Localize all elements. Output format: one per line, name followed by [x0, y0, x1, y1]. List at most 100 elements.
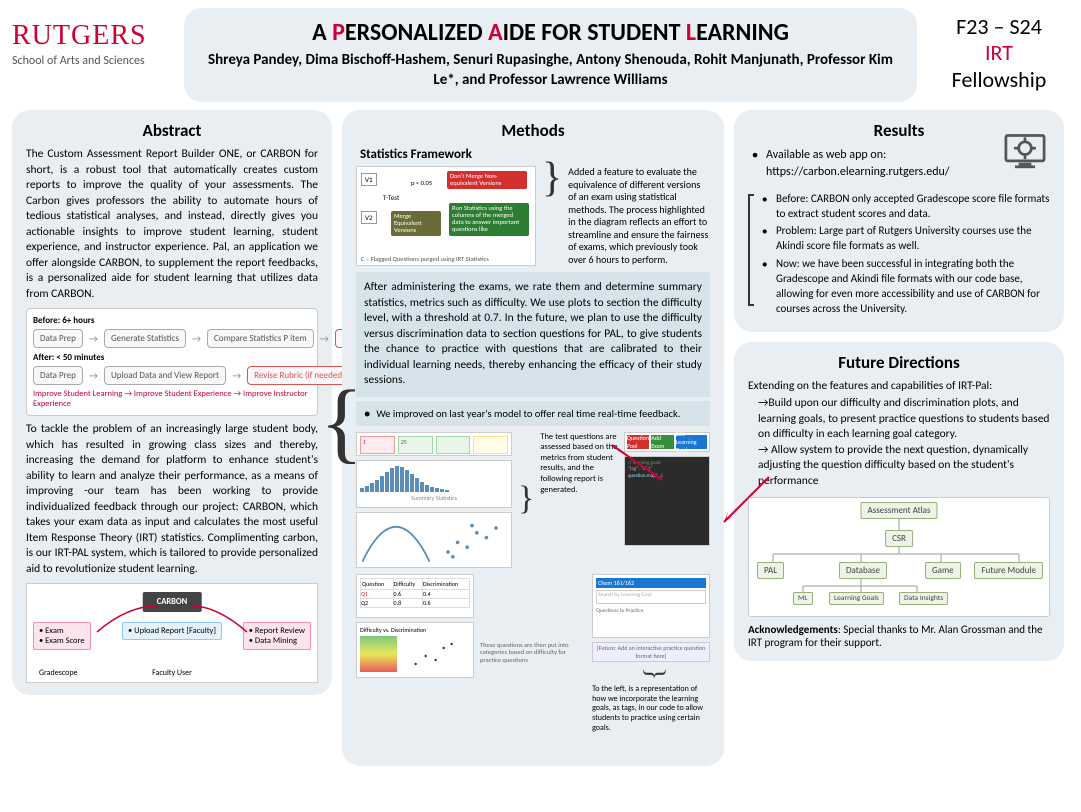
carbon-item: • Upload Report [Faculty]: [128, 626, 216, 636]
future-body: Extending on the features and capabiliti…: [748, 379, 1050, 490]
brace-icon: }: [647, 614, 663, 732]
acknowledgements: Acknowledgements: Special thanks to Mr. …: [748, 623, 1050, 649]
arrow-icon: →: [758, 443, 771, 457]
flow-box: Compare Statistics P item: [207, 329, 314, 348]
flow-box: Data Prep: [33, 329, 83, 348]
bottom-mid-note: These questions are then put into catego…: [480, 574, 586, 734]
stats-diagram: V1 V2 T-Test p < 0.05 Don't Merge Non-eq…: [356, 166, 536, 266]
flow-before: Data Prep→ Generate Statistics→ Compare …: [33, 329, 311, 348]
carbon-center: CARBON: [143, 592, 202, 612]
thumb-bottom-right: Chem 161/162 Search by Learning Goal Que…: [592, 574, 710, 734]
carbon-left: • Exam • Exam Score: [33, 622, 91, 650]
abstract-panel: Abstract The Custom Assessment Report Bu…: [12, 110, 332, 695]
arrow-icon: →: [758, 396, 768, 410]
avail-url[interactable]: https://carbon.elearning.rutgers.edu/: [766, 165, 950, 179]
stat-card: 1: [360, 436, 395, 454]
title-panel: A PERSONALIZED AIDE FOR STUDENT LEARNING…: [184, 8, 917, 102]
carbon-item: • Exam Score: [39, 636, 85, 646]
arch-lg: Learning Goals: [829, 592, 884, 605]
body-columns: Abstract The Custom Assessment Report Bu…: [0, 106, 1081, 774]
carbon-item: • Data Mining: [249, 636, 305, 646]
poster-title: A PERSONALIZED AIDE FOR STUDENT LEARNING: [204, 18, 897, 47]
improve-text: We improved on last year's model to offe…: [376, 407, 680, 420]
arch-game: Game: [925, 562, 961, 579]
editlg-button: Edit Learning Goals: [676, 435, 707, 449]
methods-body: After administering the exams, we rate t…: [356, 272, 710, 397]
title-red-a: A: [488, 18, 503, 47]
badge-fellowship: Fellowship: [929, 67, 1069, 93]
arch-csr: CSR: [885, 530, 913, 547]
stat-cards-thumb: 1 25: [356, 432, 512, 456]
results-panel: Results Available as web app on: https:/…: [734, 110, 1064, 332]
methods-top-row: V1 V2 T-Test p < 0.05 Don't Merge Non-eq…: [356, 166, 710, 266]
arch-top: Assessment Atlas: [860, 502, 937, 519]
v1-label: V1: [361, 173, 377, 186]
thumb-col-mid: The test questions are assessed based on…: [540, 432, 618, 568]
results-item: Now: we have been successful in integrat…: [762, 257, 1050, 316]
p-label: p < 0.05: [411, 179, 432, 187]
arch-di: Data Insights: [899, 592, 948, 605]
histogram-bars: [360, 464, 508, 492]
logo: RUTGERS School of Arts and Sciences: [12, 8, 172, 68]
title-red-p: P: [332, 18, 345, 47]
term-badge: F23 – S24 IRT Fellowship: [929, 8, 1069, 93]
stats-side-note: Added a feature to evaluate the equivale…: [568, 166, 710, 266]
methods-panel: Methods Statistics Framework V1 V2 T-Tes…: [342, 110, 724, 766]
future-panel: Future Directions Extending on the featu…: [734, 342, 1064, 662]
olive-box: Merge Equivalent Versions: [391, 211, 441, 236]
workflow-figure: Before: 6+ hours Data Prep→ Generate Sta…: [26, 308, 318, 416]
arrow-icon: →: [232, 369, 241, 382]
carbon-item: • Exam: [39, 626, 85, 636]
title-seg: IDE FOR STUDENT: [503, 18, 686, 47]
logo-subtitle: School of Arts and Sciences: [12, 54, 172, 68]
bracket-icon: [748, 194, 754, 306]
diagram-footer: C – Flagged Questions purged using IRT S…: [361, 255, 489, 263]
flow-box: Generate Statistics: [104, 329, 186, 348]
stat-card: [436, 436, 471, 454]
carbon-diagram: CARBON • Exam • Exam Score • Upload Repo…: [26, 583, 318, 683]
stat-card: 25: [398, 436, 433, 454]
carbon-right: • Report Review • Data Mining: [243, 622, 311, 650]
logo-text: RUTGERS: [12, 20, 172, 52]
arrow-icon: →: [320, 332, 329, 345]
arch-fm: Future Module: [974, 562, 1043, 579]
stat-card: [473, 436, 508, 454]
abstract-para2: To tackle the problem of an increasingly…: [26, 422, 318, 577]
brace-col: }: [518, 432, 534, 568]
title-seg: EARNING: [696, 18, 789, 47]
flow-caption: Improve Student Learning → Improve Stude…: [33, 389, 311, 409]
thumb-col-left: 1 25 Summary Statistics: [356, 432, 512, 568]
abstract-para1: The Custom Assessment Report Builder ONE…: [26, 147, 318, 302]
future-pt1: →Build upon our difficulty and discrimin…: [758, 396, 1050, 443]
future-pt2: → Allow system to provide the next quest…: [758, 443, 1050, 490]
green-box: Run Statistics using the columns of the …: [449, 203, 529, 236]
arch-ml: ML: [793, 592, 813, 605]
question-buttons-thumb: Question Pool Add Exam Edit Learning Goa…: [624, 432, 710, 452]
arch-pal: PAL: [757, 562, 784, 579]
brace-icon: }: [518, 489, 534, 509]
thumb-note-1: The test questions are assessed based on…: [540, 432, 618, 496]
scatter-icon: [436, 516, 508, 564]
results-avail: Available as web app on: https://carbon.…: [748, 147, 1050, 182]
architecture-diagram: Assessment Atlas CSR PAL Database Game F…: [748, 497, 1050, 617]
future-heading: Future Directions: [748, 352, 1050, 373]
before-label: Before: 6+ hours: [33, 315, 311, 326]
scatter-small-icon: [397, 636, 470, 672]
bell-curve-icon: [360, 516, 432, 564]
addexam-button: Add Exam: [651, 435, 673, 449]
title-seg: A: [312, 18, 332, 47]
heat-thumb: Difficulty vs. Discrimination: [356, 622, 474, 678]
results-list: Before: CARBON only accepted Gradescope …: [758, 192, 1050, 317]
arrow-icon: →: [89, 369, 98, 382]
future-intro: Extending on the features and capabiliti…: [748, 379, 1050, 395]
title-seg: ERSONALIZED: [345, 18, 488, 47]
methods-heading: Methods: [356, 120, 710, 141]
stats-framework-label: Statistics Framework: [360, 147, 710, 162]
carbon-mid: • Upload Report [Faculty]: [122, 622, 222, 640]
carbon-left-label: Gradescope: [39, 668, 78, 678]
flow-box: Upload Data and View Report: [104, 366, 226, 385]
title-red-l: L: [686, 18, 696, 47]
improve-note: ●We improved on last year's model to off…: [356, 401, 710, 426]
pt1-text: Build upon our difficulty and discrimina…: [758, 396, 1049, 441]
future-pts: →Build upon our difficulty and discrimin…: [758, 396, 1050, 489]
